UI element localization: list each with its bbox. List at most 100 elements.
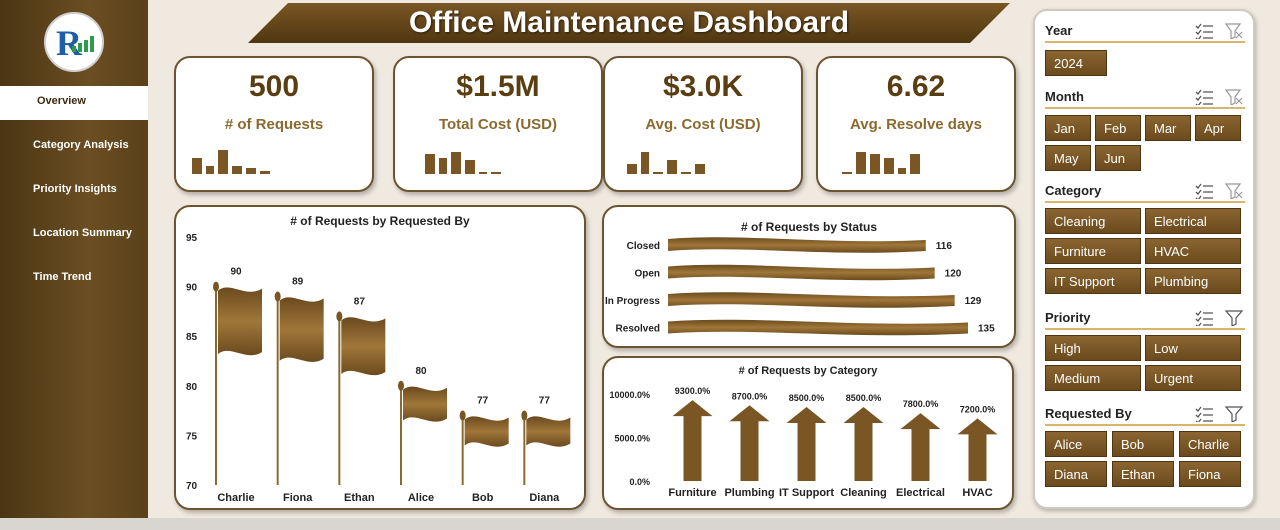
slicer-chip[interactable]: Fiona [1179,461,1241,487]
nav-item-category-analysis[interactable]: Category Analysis [33,139,129,151]
slicer-chip[interactable]: IT Support [1045,268,1141,294]
slicer-title: Month [1045,89,1084,104]
slicer-panel: Year 2024 Month Jan Feb Mar Apr May Jun … [1033,9,1255,509]
x-tick-label: Plumbing [724,487,774,499]
nav-item-priority-insights[interactable]: Priority Insights [33,183,117,195]
slicer-chip[interactable]: Bob [1112,431,1174,457]
data-label: 90 [230,267,242,278]
kpi-value: $1.5M [456,70,540,103]
multi-select-icon[interactable] [1195,310,1213,326]
slicer-chip[interactable]: Low [1145,335,1241,361]
slicer-chip[interactable]: Apr [1195,115,1241,141]
flag-pole-cap [398,380,404,391]
bar [957,418,998,481]
data-label: 8700.0% [732,391,768,401]
clear-filter-icon[interactable] [1225,23,1243,39]
x-tick-label: Furniture [668,487,716,499]
bar [668,319,968,336]
bar [403,386,447,422]
sidebar: R Overview Category Analysis Priority In… [0,0,150,530]
bar [668,237,926,253]
x-tick-label: Cleaning [840,487,886,499]
x-tick-label: Electrical [896,487,945,499]
clear-filter-icon[interactable] [1225,89,1243,105]
slicer-chip[interactable]: Furniture [1045,238,1141,264]
slicer-chip[interactable]: Feb [1095,115,1141,141]
chart-requested-by-plot: 95 90 85 80 75 70 90 Charlie 89 Fiona 87 Ethan 80 Ali… [186,233,571,504]
slicer-chip[interactable]: HVAC [1145,238,1241,264]
slicer-chip[interactable]: Charlie [1179,431,1241,457]
logo: R [44,12,104,72]
bar [729,405,770,481]
slicer-chip[interactable]: Plumbing [1145,268,1241,294]
slicer-chip[interactable]: Medium [1045,365,1141,391]
y-tick-label: Resolved [616,324,660,335]
filter-icon[interactable] [1225,406,1243,422]
x-tick-label: Charlie [217,492,254,504]
data-label: 8500.0% [846,393,882,403]
slicer-chip[interactable]: Jan [1045,115,1091,141]
flag-pole-cap [213,281,219,292]
slicer-chip[interactable]: Electrical [1145,208,1241,234]
kpi-sparkline [425,152,501,174]
chart-title: # of Requests by Status [740,220,878,234]
bottom-strip [0,518,1280,530]
slicer-chip[interactable]: Jun [1095,145,1141,171]
bar [900,413,941,481]
slicer-chip[interactable]: May [1045,145,1091,171]
multi-select-icon[interactable] [1195,183,1213,199]
multi-select-icon[interactable] [1195,406,1213,422]
slicer-title: Year [1045,23,1073,38]
chart-category-plot: 10000.0% 5000.0% 0.0% 9300.0% Furniture 8700.… [609,386,998,499]
bar [526,416,571,447]
slicer-title: Category [1045,183,1102,198]
kpi-sparkline [627,152,705,174]
x-tick-label: Diana [529,492,560,504]
slicer-chip[interactable]: Cleaning [1045,208,1141,234]
data-label: 80 [415,366,427,377]
slicer-chip[interactable]: Ethan [1112,461,1174,487]
multi-select-icon[interactable] [1195,89,1213,105]
bar [464,416,509,447]
kpi-card-avg-resolve-days: 6.62 Avg. Resolve days [816,56,1016,192]
kpi-card-avg-cost: $3.0K Avg. Cost (USD) [603,56,803,192]
nav-item-location-summary[interactable]: Location Summary [33,227,133,239]
clear-filter-icon[interactable] [1225,183,1243,199]
slicer-chip[interactable]: Diana [1045,461,1107,487]
nav-item-overview[interactable]: Overview [0,86,150,120]
bar [668,264,935,281]
y-tick-label: 0.0% [629,477,650,487]
chart-title: # of Requests by Requested By [290,214,470,228]
slicer-chip[interactable]: 2024 [1045,50,1107,76]
data-label: 129 [965,296,982,307]
slicer-chip[interactable]: Mar [1145,115,1191,141]
nav-item-time-trend[interactable]: Time Trend [33,271,92,283]
y-tick-label: Open [634,269,660,280]
flag-pole-cap [336,311,343,322]
x-tick-label: Bob [472,492,494,504]
kpi-value: 6.62 [886,70,946,103]
chart-category: # of Requests by Category 10000.0% 5000.0… [602,356,1014,510]
bar [786,407,827,481]
slicer-chip[interactable]: High [1045,335,1141,361]
bar [341,317,386,376]
data-label: 7800.0% [903,399,939,409]
data-label: 135 [978,324,995,335]
multi-select-icon[interactable] [1195,23,1213,39]
nav-menu: Overview Category Analysis Priority Insi… [0,86,150,306]
y-tick-label: 75 [186,431,198,442]
slicer-chip[interactable]: Alice [1045,431,1107,457]
slicer-chip[interactable]: Urgent [1145,365,1241,391]
kpi-label: Total Cost (USD) [438,116,558,133]
kpi-card-requests: 500 # of Requests [174,56,374,192]
slicer-category-header: Category [1045,181,1245,203]
data-label: 89 [292,277,304,288]
y-tick-label: 10000.0% [609,390,650,400]
data-label: 87 [354,296,366,307]
chart-title: # of Requests by Category [738,365,878,377]
kpi-label: # of Requests [224,116,324,133]
y-tick-label: 90 [186,283,198,294]
x-tick-label: Alice [408,492,434,504]
filter-icon[interactable] [1225,310,1243,326]
logo-bars-icon [72,36,94,52]
